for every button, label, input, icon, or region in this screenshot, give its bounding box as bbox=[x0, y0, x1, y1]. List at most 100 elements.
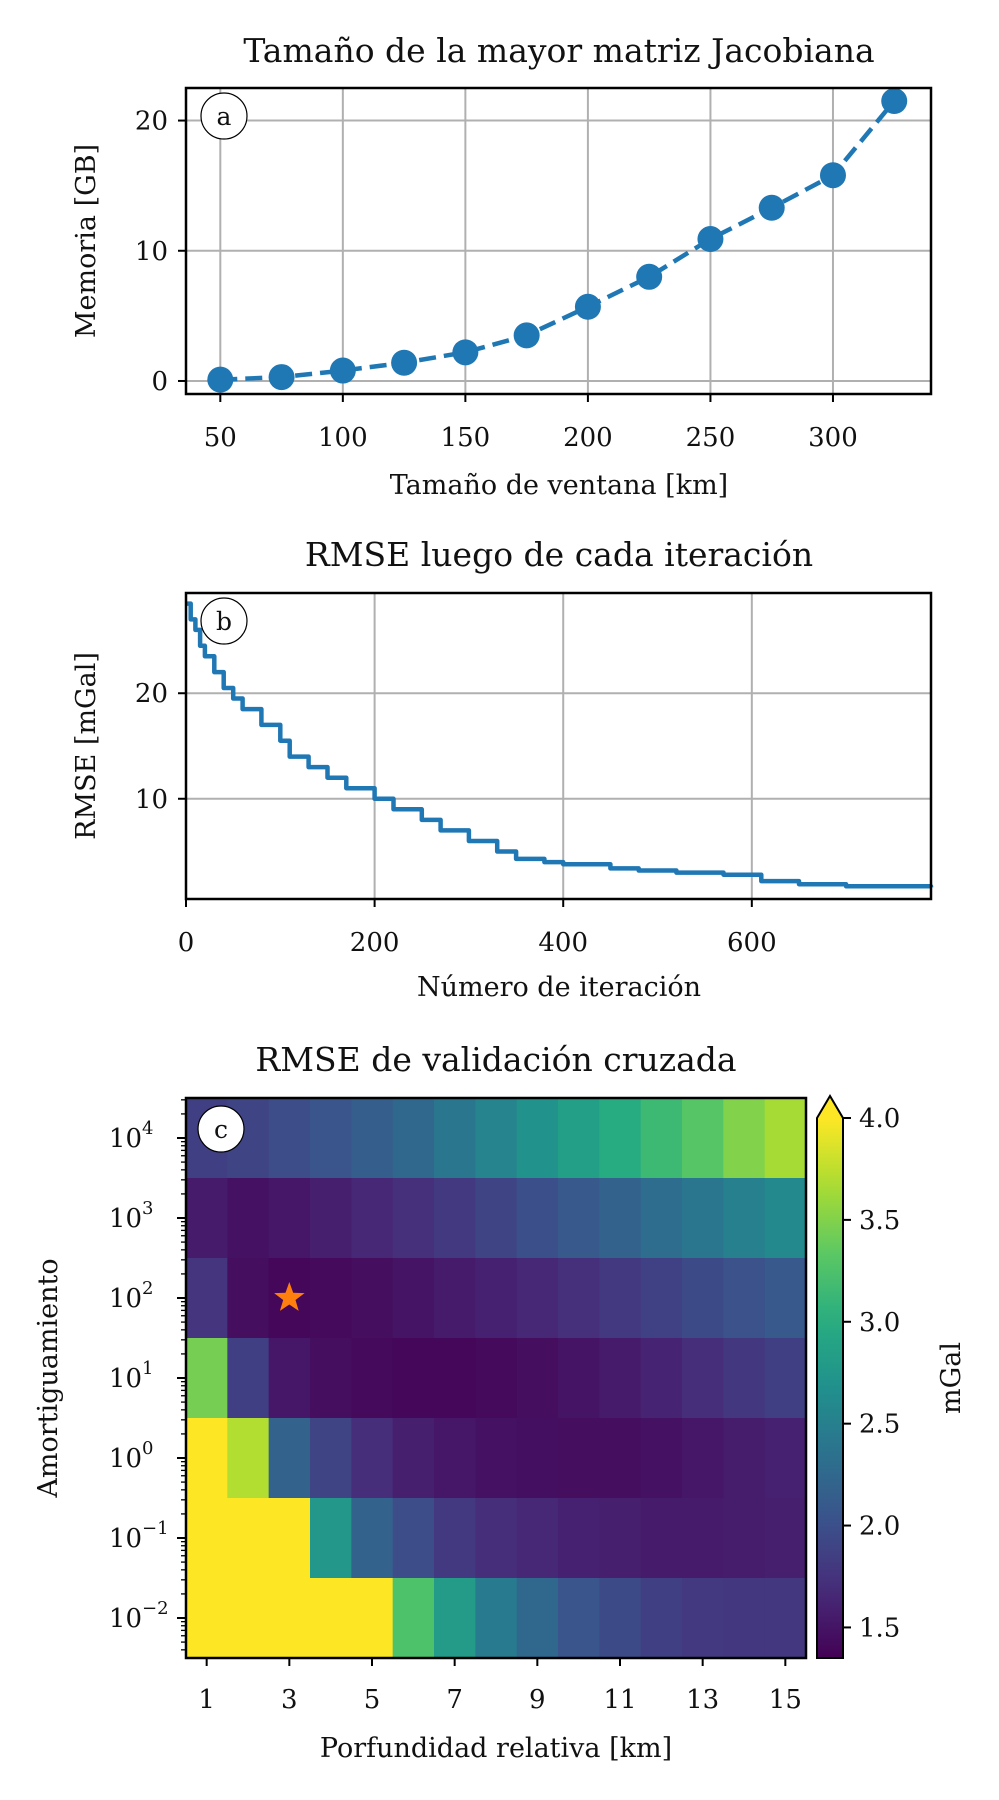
heatmap-cell bbox=[558, 1578, 600, 1659]
best-marker-star bbox=[274, 1282, 305, 1311]
heatmap-cell bbox=[764, 1578, 807, 1659]
heatmap-cell bbox=[434, 1178, 476, 1259]
panel-b-frame bbox=[184, 591, 933, 901]
heatmap-cell bbox=[475, 1498, 518, 1579]
panel-a-point bbox=[819, 162, 846, 189]
heatmap-cell bbox=[764, 1178, 807, 1259]
heatmap-cell bbox=[227, 1418, 270, 1499]
heatmap-cell bbox=[186, 1418, 228, 1499]
panel-a: Tamaño de la mayor matriz Jacobiana 50 10… bbox=[71, 31, 933, 501]
heatmap-cell bbox=[640, 1418, 683, 1499]
heatmap-cell bbox=[682, 1498, 724, 1579]
heatmap-cell bbox=[475, 1338, 518, 1419]
panel-c-ytick-label: 10 bbox=[109, 1524, 142, 1554]
panel-c-xtick-label: 13 bbox=[686, 1685, 719, 1715]
heatmap-cell bbox=[682, 1578, 724, 1659]
heatmap-cell bbox=[558, 1178, 600, 1259]
panel-a-ticks: 50 100 150 200 250 300 0 10 20 bbox=[135, 107, 858, 453]
panel-a-xtick-label: 300 bbox=[808, 423, 858, 453]
heatmap-cell bbox=[475, 1178, 518, 1259]
panel-a-xtick-label: 250 bbox=[686, 423, 736, 453]
heatmap-cell bbox=[268, 1178, 311, 1259]
panel-b-ylabel: RMSE [mGal] bbox=[71, 652, 102, 840]
colorbar-tick-label: 3.0 bbox=[859, 1308, 900, 1338]
panel-c-xtick-label: 9 bbox=[529, 1685, 546, 1715]
panel-b-grid bbox=[185, 593, 931, 899]
heatmap-cell bbox=[558, 1418, 600, 1499]
heatmap-cell bbox=[227, 1258, 270, 1339]
heatmap-cell bbox=[351, 1178, 394, 1259]
heatmap-cell bbox=[723, 1258, 766, 1339]
heatmap-cell bbox=[723, 1178, 766, 1259]
panel-a-ytick-label: 20 bbox=[135, 107, 168, 137]
panel-c: RMSE de validación cruzada 1 3 5 7 9 11 13 1510… bbox=[33, 1040, 967, 1764]
heatmap-cell bbox=[682, 1098, 724, 1179]
panel-c-ytick-exponent: 2 bbox=[142, 1278, 153, 1299]
heatmap-cell bbox=[268, 1418, 311, 1499]
colorbar-tick-label: 2.5 bbox=[859, 1410, 900, 1440]
panel-b-ytick-label: 10 bbox=[135, 785, 168, 815]
heatmap-cell bbox=[434, 1498, 476, 1579]
panel-c-ytick-label: 10 bbox=[109, 1444, 142, 1474]
panel-a-xtick-label: 150 bbox=[441, 423, 491, 453]
heatmap-cell bbox=[599, 1178, 642, 1259]
heatmap-cell bbox=[310, 1098, 352, 1179]
heatmap-cell bbox=[186, 1258, 228, 1339]
heatmap-cell bbox=[392, 1258, 435, 1339]
colorbar: 1.5 2.0 2.5 3.0 3.5 4.0 bbox=[816, 1094, 900, 1659]
panel-c-ytick-label: 10 bbox=[109, 1124, 142, 1154]
panel-a-line bbox=[220, 99, 896, 382]
panel-a-point bbox=[391, 349, 418, 376]
heatmap-cell bbox=[434, 1098, 476, 1179]
colorbar-tick-label: 3.5 bbox=[859, 1206, 900, 1236]
panel-a-point bbox=[452, 339, 479, 366]
panel-b: RMSE luego de cada iteración 0 200 400 600 1… bbox=[71, 535, 934, 1003]
heatmap-cell bbox=[516, 1338, 559, 1419]
panel-b-ytick-label: 20 bbox=[135, 679, 168, 709]
heatmap-cell bbox=[558, 1498, 600, 1579]
heatmap-cell bbox=[227, 1338, 270, 1419]
panel-c-ytick-exponent: 1 bbox=[142, 1358, 153, 1379]
heatmap-cell bbox=[392, 1338, 435, 1419]
heatmap-cell bbox=[516, 1418, 559, 1499]
heatmap-cell bbox=[516, 1578, 559, 1659]
heatmap-cell bbox=[640, 1338, 683, 1419]
heatmap-cell bbox=[682, 1418, 724, 1499]
heatmap-cell bbox=[558, 1098, 600, 1179]
heatmap-cell bbox=[186, 1338, 228, 1419]
heatmap-cell bbox=[227, 1178, 270, 1259]
colorbar-extend-arrow bbox=[817, 1096, 843, 1118]
colorbar-tick-label: 4.0 bbox=[859, 1104, 900, 1134]
heatmap-cell bbox=[434, 1258, 476, 1339]
panel-a-series bbox=[207, 88, 908, 393]
panel-c-xtick-label: 11 bbox=[603, 1685, 636, 1715]
heatmap-cell bbox=[392, 1498, 435, 1579]
panel-b-letter: b bbox=[216, 607, 232, 636]
heatmap-cell bbox=[516, 1098, 559, 1179]
panel-a-xlabel: Tamaño de ventana [km] bbox=[390, 470, 728, 501]
heatmap-cell bbox=[764, 1338, 807, 1419]
panel-c-ytick-exponent: −1 bbox=[142, 1518, 169, 1539]
heatmap-cell bbox=[599, 1338, 642, 1419]
heatmap-cell bbox=[310, 1498, 352, 1579]
panel-c-ytick-base: 10 bbox=[109, 1524, 142, 1554]
panel-c-ytick-exponent: 3 bbox=[142, 1198, 153, 1219]
heatmap-cell bbox=[268, 1338, 311, 1419]
colorbar-body bbox=[817, 1118, 843, 1658]
panel-a-point bbox=[574, 293, 601, 320]
panel-a-ylabel: Memoria [GB] bbox=[71, 144, 102, 338]
heatmap-cell bbox=[640, 1498, 683, 1579]
heatmap-cell bbox=[310, 1178, 352, 1259]
heatmap-cell bbox=[764, 1258, 807, 1339]
heatmap-cell bbox=[558, 1258, 600, 1339]
panel-a-grid bbox=[186, 88, 931, 394]
heatmap-cell bbox=[723, 1098, 766, 1179]
panel-c-ytick-label: 10 bbox=[109, 1204, 142, 1234]
heatmap-cell bbox=[682, 1338, 724, 1419]
panel-c-heatmap bbox=[186, 1098, 807, 1659]
heatmap-cell bbox=[392, 1418, 435, 1499]
panel-c-ytick-base: 10 bbox=[109, 1284, 142, 1314]
panel-a-frame bbox=[184, 86, 933, 396]
panel-b-xlabel: Número de iteración bbox=[417, 972, 701, 1003]
